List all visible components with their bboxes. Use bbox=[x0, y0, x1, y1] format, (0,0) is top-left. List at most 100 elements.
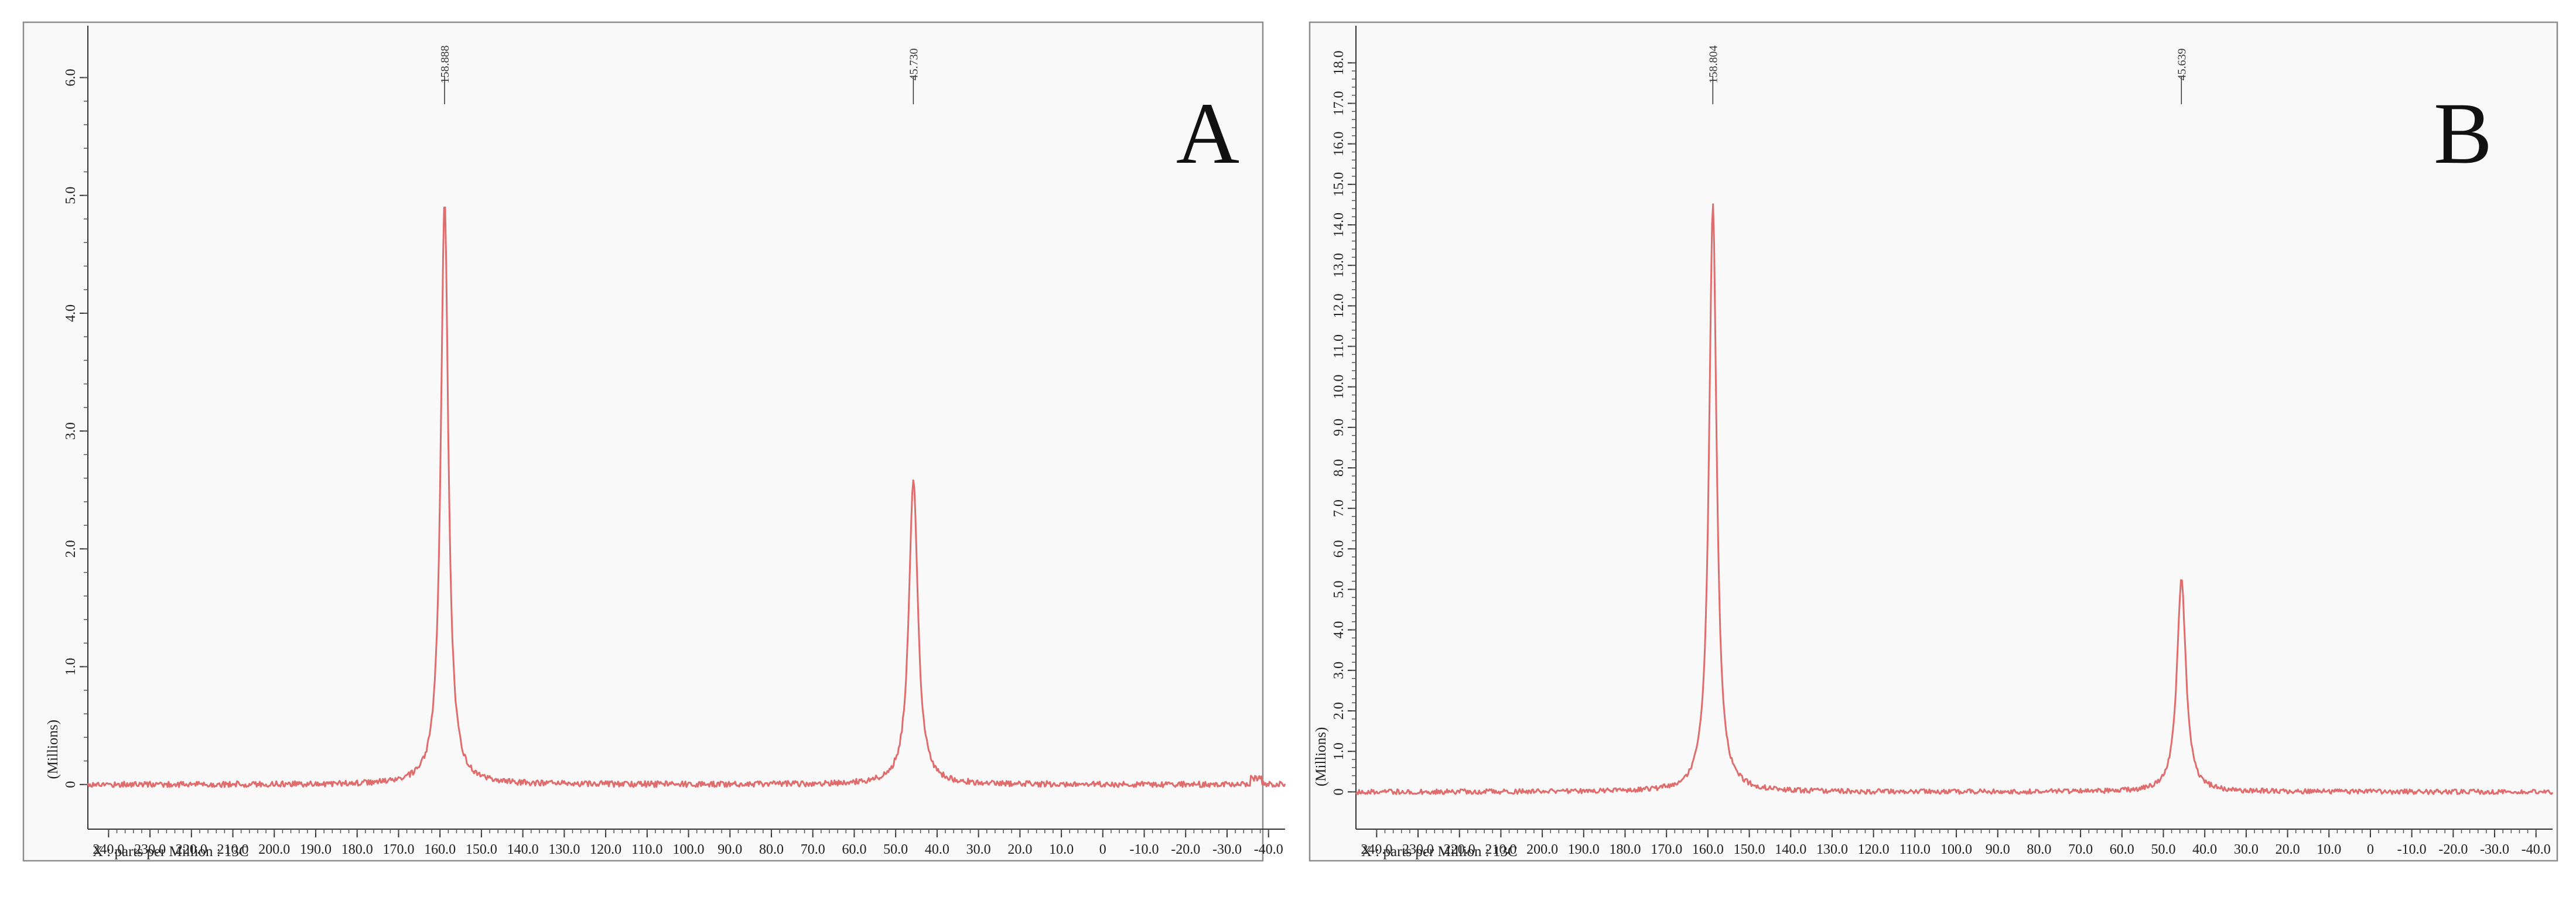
y-axis-title: (Millions) bbox=[1313, 727, 1329, 786]
x-tick-label: 220.0 bbox=[176, 842, 207, 857]
spectrum-trace bbox=[1355, 203, 2554, 795]
y-tick-label: 2.0 bbox=[63, 540, 78, 557]
y-tick-label: 5.0 bbox=[1331, 581, 1347, 598]
x-tick-label: 140.0 bbox=[1775, 842, 1806, 857]
y-tick-label: 14.0 bbox=[1331, 213, 1347, 237]
x-axis-title: X : parts per Million : 13C bbox=[93, 844, 249, 860]
y-tick-label: 8.0 bbox=[1331, 459, 1347, 477]
x-tick-label: -40.0 bbox=[2522, 842, 2551, 857]
y-tick-label: 2.0 bbox=[1331, 702, 1347, 720]
x-tick-label: 60.0 bbox=[842, 842, 866, 857]
x-tick-label: 30.0 bbox=[2234, 842, 2259, 857]
x-tick-label: 190.0 bbox=[300, 842, 332, 857]
peak-label: 45.639 bbox=[2175, 49, 2188, 81]
x-tick-label: 240.0 bbox=[1361, 842, 1392, 857]
x-tick-label: 90.0 bbox=[1986, 842, 2010, 857]
y-tick-label: 16.0 bbox=[1331, 132, 1347, 156]
y-tick-label: 15.0 bbox=[1331, 172, 1347, 197]
y-tick-label: 3.0 bbox=[1331, 662, 1347, 679]
y-tick-label: 6.0 bbox=[1331, 540, 1347, 557]
x-tick-label: 30.0 bbox=[966, 842, 991, 857]
x-tick-label: -20.0 bbox=[2438, 842, 2468, 857]
x-tick-label: 200.0 bbox=[258, 842, 290, 857]
y-tick-label: 12.0 bbox=[1331, 293, 1347, 318]
x-tick-label: 130.0 bbox=[548, 842, 580, 857]
x-tick-label: 230.0 bbox=[1402, 842, 1434, 857]
x-tick-label: 180.0 bbox=[1609, 842, 1641, 857]
y-tick-label: 13.0 bbox=[1331, 253, 1347, 278]
x-axis-title: X : parts per Million : 13C bbox=[1361, 844, 1518, 860]
y-tick-label: 6.0 bbox=[63, 69, 78, 86]
x-tick-label: 50.0 bbox=[883, 842, 908, 857]
x-tick-label: 50.0 bbox=[2151, 842, 2175, 857]
x-tick-label: -40.0 bbox=[1254, 842, 1283, 857]
x-tick-label: 230.0 bbox=[134, 842, 166, 857]
panel-frame bbox=[22, 21, 1264, 862]
x-tick-label: 100.0 bbox=[673, 842, 705, 857]
x-tick-label: 140.0 bbox=[507, 842, 539, 857]
peak-label: 158.888 bbox=[439, 46, 452, 84]
panel-label: B bbox=[2434, 85, 2492, 182]
x-tick-label: 210.0 bbox=[217, 842, 249, 857]
panel-frame bbox=[1309, 21, 2558, 862]
x-tick-label: 110.0 bbox=[631, 842, 662, 857]
x-tick-label: -30.0 bbox=[2480, 842, 2509, 857]
y-tick-label: 4.0 bbox=[1331, 621, 1347, 639]
x-tick-label: -10.0 bbox=[2397, 842, 2427, 857]
x-tick-label: 120.0 bbox=[590, 842, 621, 857]
y-tick-label: 10.0 bbox=[1331, 375, 1347, 399]
x-tick-label: 180.0 bbox=[341, 842, 373, 857]
x-tick-label: 150.0 bbox=[1734, 842, 1765, 857]
y-tick-label: 11.0 bbox=[1331, 334, 1347, 358]
x-tick-label: -20.0 bbox=[1171, 842, 1200, 857]
spectrum-trace bbox=[87, 206, 1286, 788]
x-tick-label: 80.0 bbox=[759, 842, 784, 857]
x-tick-label: 0 bbox=[2367, 842, 2374, 857]
x-tick-label: 20.0 bbox=[1007, 842, 1032, 857]
x-tick-label: 160.0 bbox=[1692, 842, 1724, 857]
x-tick-label: 200.0 bbox=[1526, 842, 1558, 857]
x-tick-label: 10.0 bbox=[2317, 842, 2341, 857]
x-tick-label: 20.0 bbox=[2276, 842, 2300, 857]
y-tick-label: 7.0 bbox=[1331, 499, 1347, 517]
x-tick-label: 170.0 bbox=[382, 842, 414, 857]
y-tick-label: 17.0 bbox=[1331, 91, 1347, 116]
y-tick-label: 18.0 bbox=[1331, 50, 1347, 75]
x-tick-label: 160.0 bbox=[424, 842, 456, 857]
spectrum-panel-b: 0 1.0 2.0 3.0 4.0 5.0 6.0 7.0 8.0 9.0 10.0 11.0 12.0… bbox=[1309, 21, 2558, 862]
x-tick-label: 80.0 bbox=[2027, 842, 2051, 857]
x-tick-label: 240.0 bbox=[93, 842, 124, 857]
x-tick-label: 190.0 bbox=[1568, 842, 1600, 857]
x-tick-label: 60.0 bbox=[2110, 842, 2134, 857]
y-tick-label: 3.0 bbox=[63, 422, 78, 440]
y-tick-label: 9.0 bbox=[1331, 419, 1347, 436]
y-tick-label: 1.0 bbox=[63, 658, 78, 676]
x-tick-label: 70.0 bbox=[2068, 842, 2093, 857]
x-tick-label: 210.0 bbox=[1485, 842, 1516, 857]
x-tick-label: 100.0 bbox=[1940, 842, 1972, 857]
peak-label: 158.804 bbox=[1707, 46, 1720, 84]
x-tick-label: 10.0 bbox=[1049, 842, 1074, 857]
x-tick-label: 120.0 bbox=[1858, 842, 1890, 857]
y-tick-label: 0 bbox=[1331, 788, 1347, 795]
x-tick-label: -10.0 bbox=[1130, 842, 1159, 857]
x-tick-label: -30.0 bbox=[1212, 842, 1242, 857]
y-tick-label: 1.0 bbox=[1331, 742, 1347, 760]
x-tick-label: 110.0 bbox=[1899, 842, 1931, 857]
spectrum-panel-a: 0 1.0 2.0 3.0 4.0 5.0 6.0 240.0 230.0 220.0 210.0 2… bbox=[22, 21, 1286, 862]
y-axis-title: (Millions) bbox=[45, 720, 61, 779]
x-tick-label: 40.0 bbox=[925, 842, 949, 857]
x-tick-label: 130.0 bbox=[1816, 842, 1848, 857]
y-tick-label: 0 bbox=[63, 781, 78, 788]
panel-label: A bbox=[1176, 85, 1239, 182]
y-tick-label: 5.0 bbox=[63, 187, 78, 204]
x-tick-label: 0 bbox=[1099, 842, 1106, 857]
x-tick-label: 150.0 bbox=[466, 842, 497, 857]
peak-label: 45.730 bbox=[907, 49, 920, 81]
x-tick-label: 90.0 bbox=[718, 842, 742, 857]
x-tick-label: 70.0 bbox=[801, 842, 825, 857]
x-tick-label: 40.0 bbox=[2192, 842, 2217, 857]
y-tick-label: 4.0 bbox=[63, 304, 78, 322]
x-tick-label: 170.0 bbox=[1651, 842, 1682, 857]
